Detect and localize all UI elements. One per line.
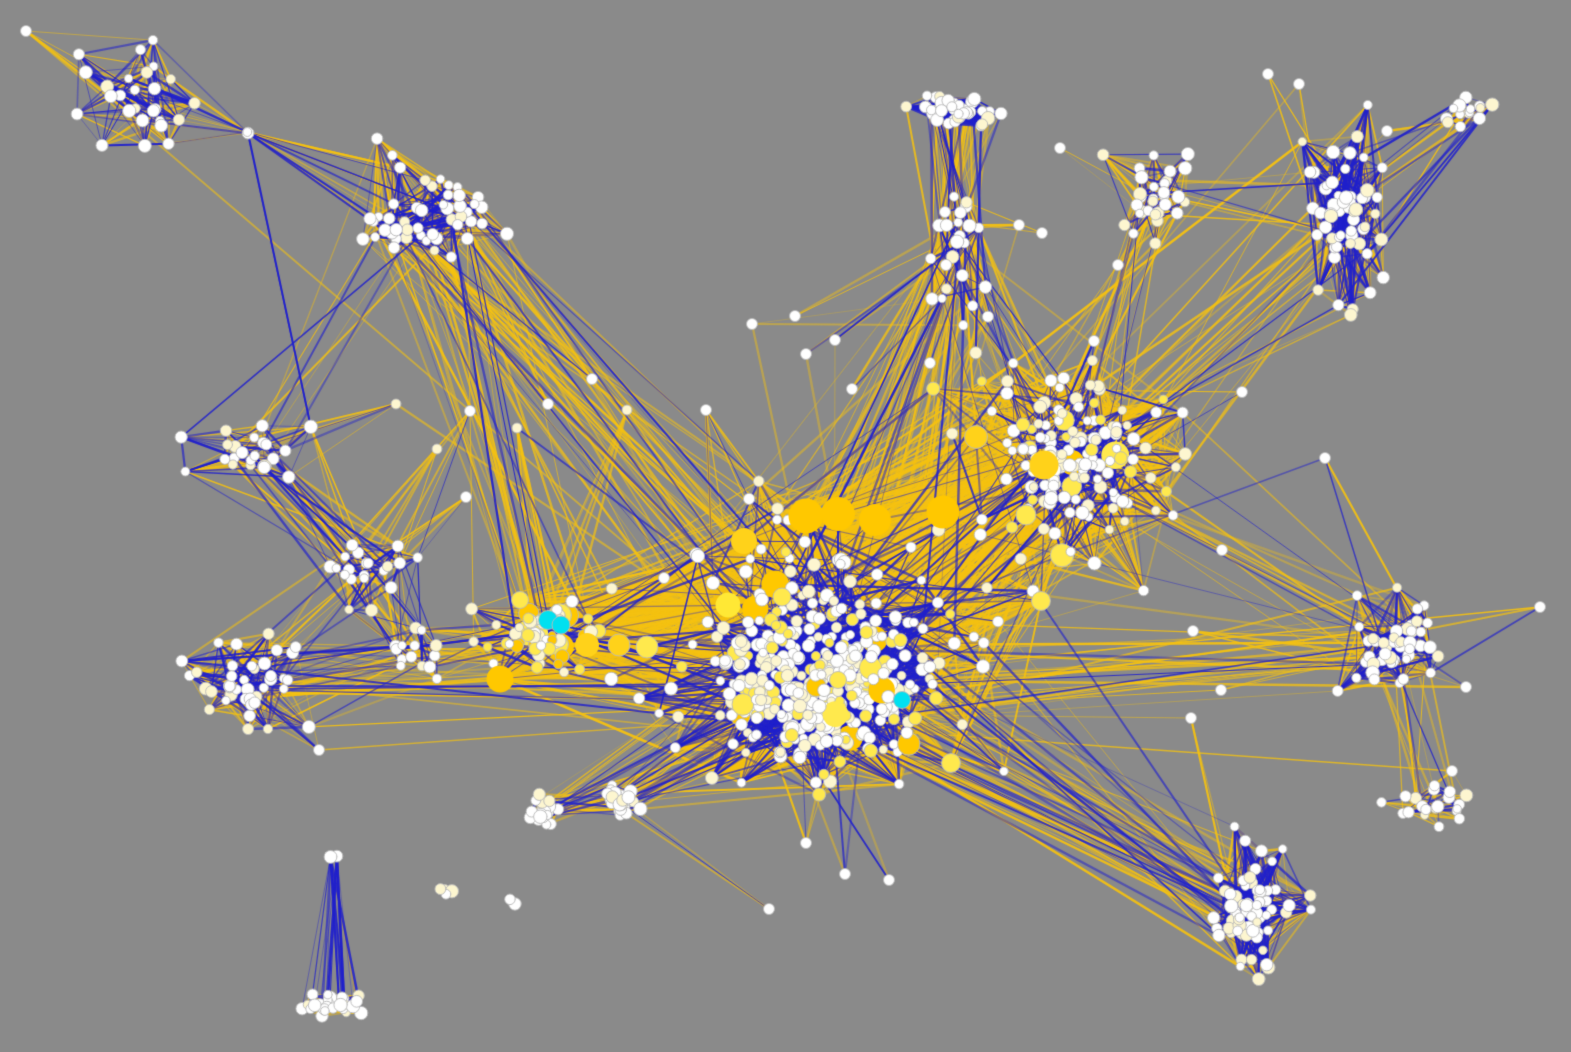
network-graph-canvas-container[interactable] bbox=[0, 0, 1571, 1052]
network-graph-canvas[interactable] bbox=[0, 0, 1571, 1052]
